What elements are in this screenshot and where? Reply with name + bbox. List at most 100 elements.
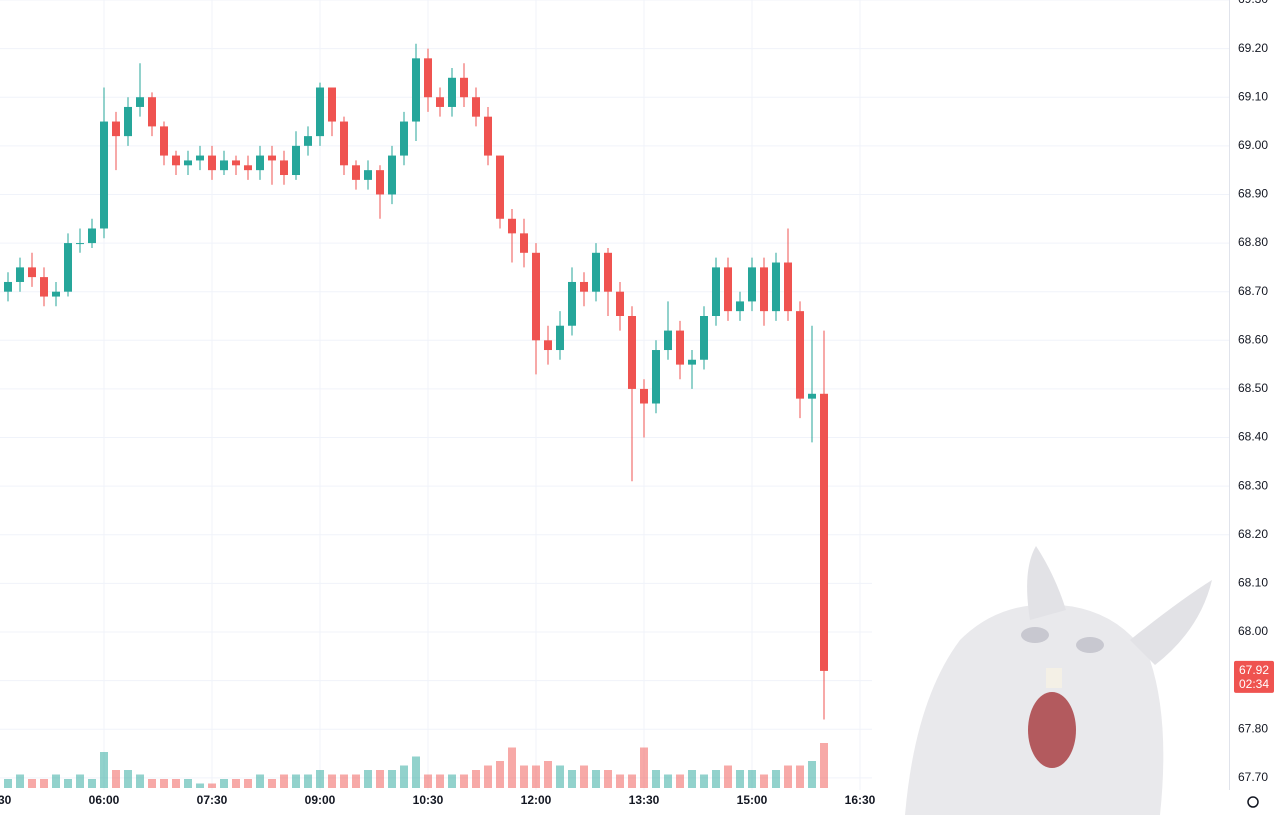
candle-body: [448, 77, 456, 107]
candle-body: [352, 165, 360, 180]
volume-bar: [748, 770, 756, 788]
candle-body: [196, 155, 204, 161]
candle-body: [544, 340, 552, 351]
candle-body: [472, 97, 480, 117]
volume-bar: [16, 774, 24, 788]
volume-bar: [712, 770, 720, 788]
volume-bar: [688, 770, 696, 788]
candle-body: [436, 97, 444, 107]
candle-body: [400, 121, 408, 156]
candle-body: [712, 267, 720, 316]
candle-body: [820, 393, 828, 671]
settings-icon[interactable]: [1247, 796, 1259, 808]
volume-bar: [532, 765, 540, 788]
x-tick-label: 12:00: [521, 793, 552, 807]
volume-bar: [304, 774, 312, 788]
volume-bar: [52, 774, 60, 788]
volume-bar: [448, 774, 456, 788]
x-tick-label: 06:00: [89, 793, 120, 807]
y-tick-label: 69.10: [1238, 89, 1268, 103]
candle-body: [100, 121, 108, 229]
candle-body: [256, 155, 264, 171]
candle-body: [388, 155, 396, 195]
candle-body: [532, 252, 540, 341]
volume-bar: [640, 747, 648, 788]
volume-bar: [796, 765, 804, 788]
volume-bar: [664, 774, 672, 788]
candle-body: [280, 160, 288, 176]
volume-bar: [556, 765, 564, 788]
candle-body: [136, 97, 144, 107]
volume-bar: [400, 765, 408, 788]
volume-bar: [232, 779, 240, 788]
candle-body: [580, 281, 588, 292]
candle-body: [412, 58, 420, 122]
candle-body: [616, 291, 624, 316]
volume-bar: [724, 765, 732, 788]
volume-bar: [592, 770, 600, 788]
candle-body: [16, 267, 24, 282]
candle-body: [40, 277, 48, 297]
volume-bar: [340, 774, 348, 788]
candle-body: [268, 155, 276, 161]
x-tick-label: 15:00: [737, 793, 768, 807]
candle-body: [568, 281, 576, 326]
volume-bar: [160, 779, 168, 788]
candle-body: [64, 243, 72, 292]
candle-body: [172, 155, 180, 166]
y-tick-label: 69.20: [1238, 41, 1268, 55]
volume-pane: [4, 743, 828, 788]
candle-body: [244, 165, 252, 171]
candle-body: [160, 126, 168, 156]
candle-body: [460, 77, 468, 98]
volume-bar: [784, 765, 792, 788]
meme-image: [872, 536, 1230, 815]
y-tick-label: 68.90: [1238, 187, 1268, 201]
candle-body: [376, 170, 384, 195]
volume-bar: [472, 770, 480, 788]
cat-ear: [1027, 546, 1066, 620]
volume-bar: [436, 774, 444, 788]
candle-body: [724, 267, 732, 312]
volume-bar: [4, 779, 12, 788]
y-tick-label: 67.70: [1238, 770, 1268, 784]
volume-bar: [460, 774, 468, 788]
candle-body: [292, 145, 300, 176]
candle-body: [424, 58, 432, 98]
candle-body: [676, 330, 684, 365]
volume-bar: [88, 779, 96, 788]
candle-body: [784, 262, 792, 312]
last-price-label: 67.92: [1239, 663, 1269, 677]
volume-bar: [568, 770, 576, 788]
candle-body: [808, 393, 816, 399]
volume-bar: [220, 779, 228, 788]
gear[interactable]: [1247, 796, 1259, 808]
volume-bar: [508, 747, 516, 788]
candle-body: [4, 281, 12, 292]
volume-bar: [124, 770, 132, 788]
volume-bar: [820, 743, 828, 788]
candle-body: [112, 121, 120, 137]
candle-body: [664, 330, 672, 351]
candle-body: [232, 160, 240, 166]
volume-bar: [268, 779, 276, 788]
volume-bar: [580, 765, 588, 788]
x-tick-label: 04:30: [0, 793, 12, 807]
candle-body: [592, 252, 600, 292]
candle-body: [556, 325, 564, 351]
volume-bar: [244, 779, 252, 788]
volume-bar: [484, 765, 492, 788]
countdown-label: 02:34: [1239, 677, 1269, 691]
volume-bar: [136, 774, 144, 788]
candle-body: [688, 359, 696, 365]
volume-bar: [544, 761, 552, 788]
candle-body: [520, 233, 528, 253]
volume-bar: [520, 765, 528, 788]
candle-body: [52, 291, 60, 297]
volume-bar: [388, 770, 396, 788]
volume-bar: [760, 774, 768, 788]
y-tick-label: 67.80: [1238, 721, 1268, 735]
candle-body: [796, 311, 804, 399]
candle-body: [340, 121, 348, 166]
